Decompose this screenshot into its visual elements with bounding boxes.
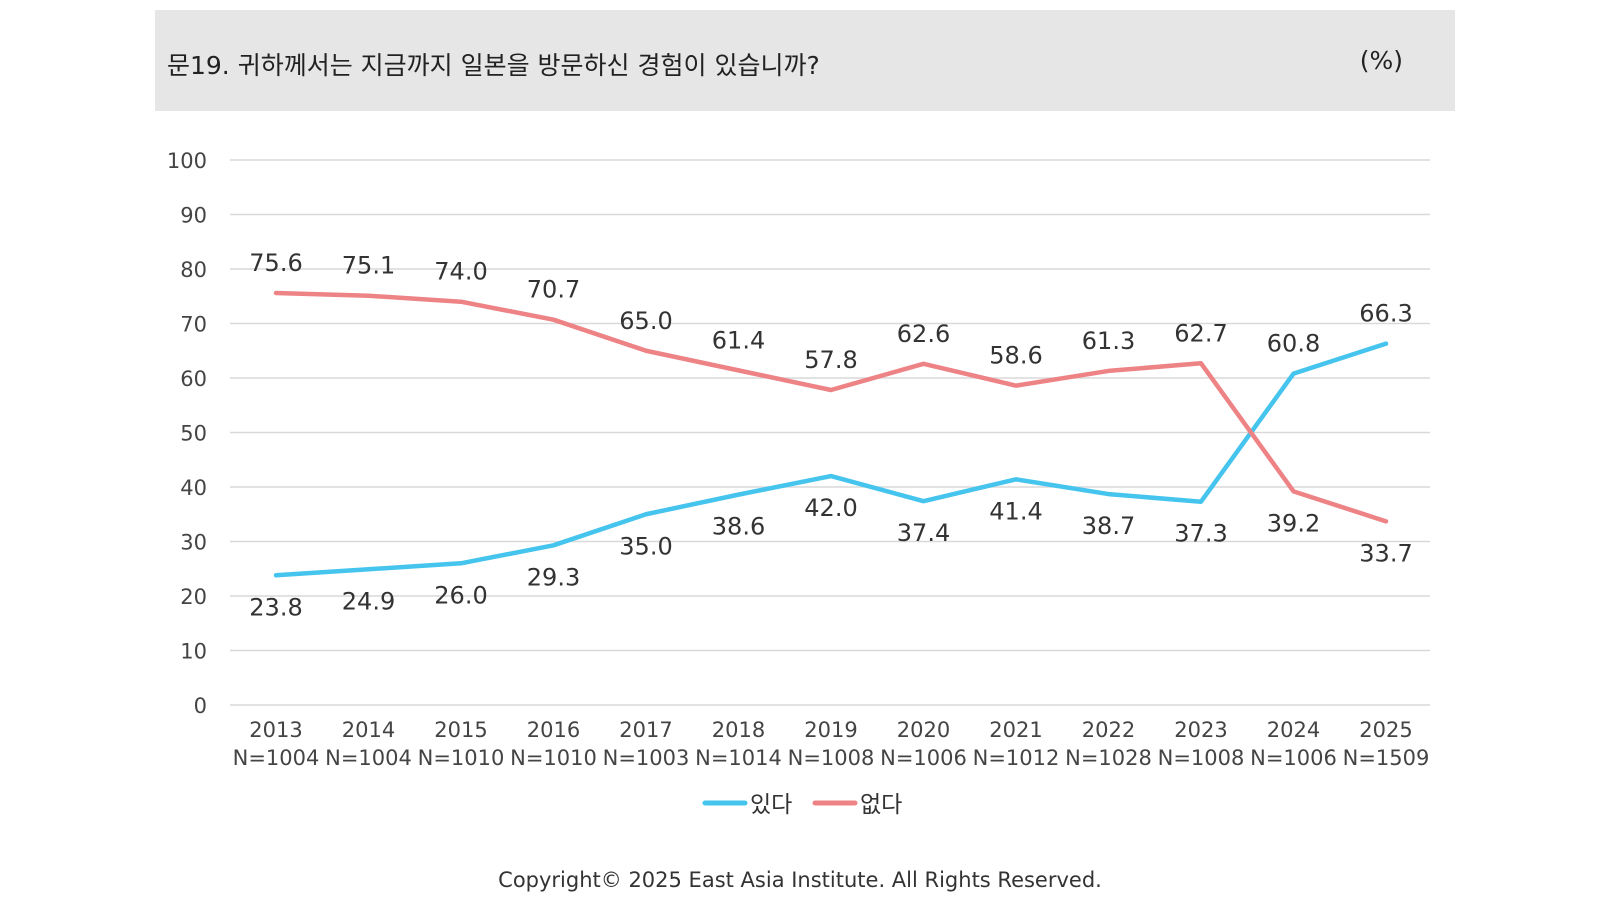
- y-tick-label: 20: [180, 585, 207, 609]
- x-tick-sample-size: N=1006: [1250, 746, 1337, 770]
- data-label-no: 75.6: [249, 249, 302, 277]
- x-tick-sample-size: N=1028: [1065, 746, 1152, 770]
- x-tick-sample-size: N=1008: [788, 746, 875, 770]
- x-tick-sample-size: N=1004: [233, 746, 320, 770]
- data-label-yes: 29.3: [527, 563, 580, 591]
- legend-label-no: 없다: [860, 792, 902, 818]
- y-tick-label: 30: [180, 531, 207, 555]
- y-tick-label: 80: [180, 258, 207, 282]
- x-tick-label: 2020: [897, 718, 950, 742]
- data-label-no: 58.6: [989, 342, 1042, 370]
- legend-label-yes: 있다: [750, 792, 792, 818]
- data-label-yes: 37.3: [1174, 520, 1227, 548]
- data-label-yes: 66.3: [1359, 300, 1412, 328]
- x-tick-label: 2023: [1174, 718, 1227, 742]
- series-line-yes: [273, 341, 1389, 578]
- copyright-text: Copyright© 2025 East Asia Institute. All…: [498, 868, 1102, 892]
- data-label-yes: 38.7: [1082, 512, 1135, 540]
- y-tick-label: 50: [180, 422, 207, 446]
- x-tick-label: 2017: [619, 718, 672, 742]
- x-tick-label: 2024: [1267, 718, 1320, 742]
- line-chart: 0 10 20 30 40 50 60 70 80 90 100 2013 N=1004 2014 N=10…: [167, 149, 1430, 818]
- x-tick-sample-size: N=1012: [973, 746, 1060, 770]
- data-label-no: 39.2: [1267, 509, 1320, 537]
- data-label-no: 70.7: [527, 276, 580, 304]
- data-label-no: 61.4: [712, 326, 765, 354]
- data-label-no: 61.3: [1082, 327, 1135, 355]
- series-line-no: [273, 290, 1389, 524]
- y-tick-label: 60: [180, 367, 207, 391]
- data-label-yes: 37.4: [897, 519, 950, 547]
- x-tick-sample-size: N=1003: [603, 746, 690, 770]
- data-label-no: 62.6: [897, 320, 950, 348]
- y-tick-label: 10: [180, 640, 207, 664]
- x-tick-label: 2015: [434, 718, 487, 742]
- data-label-yes: 38.6: [712, 513, 765, 541]
- x-tick-label: 2019: [804, 718, 857, 742]
- x-tick-label: 2021: [989, 718, 1042, 742]
- unit-label: (%): [1359, 46, 1403, 75]
- data-label-no: 74.0: [434, 258, 487, 286]
- x-tick-label: 2013: [249, 718, 302, 742]
- data-label-no: 33.7: [1359, 539, 1412, 567]
- data-label-yes: 60.8: [1267, 330, 1320, 358]
- x-tick-sample-size: N=1004: [325, 746, 412, 770]
- data-label-no: 57.8: [804, 346, 857, 374]
- data-label-no: 65.0: [619, 307, 672, 335]
- data-label-no: 62.7: [1174, 319, 1227, 347]
- chart-title: 문19. 귀하께서는 지금까지 일본을 방문하신 경험이 있습니까?: [167, 51, 820, 80]
- data-label-yes: 26.0: [434, 581, 487, 609]
- y-tick-label: 70: [180, 313, 207, 337]
- x-tick-sample-size: N=1008: [1158, 746, 1245, 770]
- x-tick-sample-size: N=1010: [510, 746, 597, 770]
- data-label-yes: 23.8: [249, 593, 302, 621]
- data-label-yes: 35.0: [619, 532, 672, 560]
- x-tick-label: 2014: [342, 718, 395, 742]
- x-tick-label: 2018: [712, 718, 765, 742]
- chart-header: 문19. 귀하께서는 지금까지 일본을 방문하신 경험이 있습니까? (%): [155, 10, 1455, 111]
- data-label-yes: 42.0: [804, 494, 857, 522]
- x-tick-label: 2025: [1359, 718, 1412, 742]
- y-tick-label: 100: [167, 149, 207, 173]
- x-tick-sample-size: N=1014: [695, 746, 782, 770]
- y-tick-label: 90: [180, 204, 207, 228]
- x-tick-label: 2016: [527, 718, 580, 742]
- x-tick-sample-size: N=1006: [880, 746, 967, 770]
- x-tick-label: 2022: [1082, 718, 1135, 742]
- x-tick-sample-size: N=1010: [418, 746, 505, 770]
- data-label-yes: 41.4: [989, 497, 1042, 525]
- x-tick-sample-size: N=1509: [1343, 746, 1430, 770]
- data-label-yes: 24.9: [342, 587, 395, 615]
- y-tick-label: 40: [180, 476, 207, 500]
- data-label-no: 75.1: [342, 252, 395, 280]
- y-tick-label: 0: [194, 694, 207, 718]
